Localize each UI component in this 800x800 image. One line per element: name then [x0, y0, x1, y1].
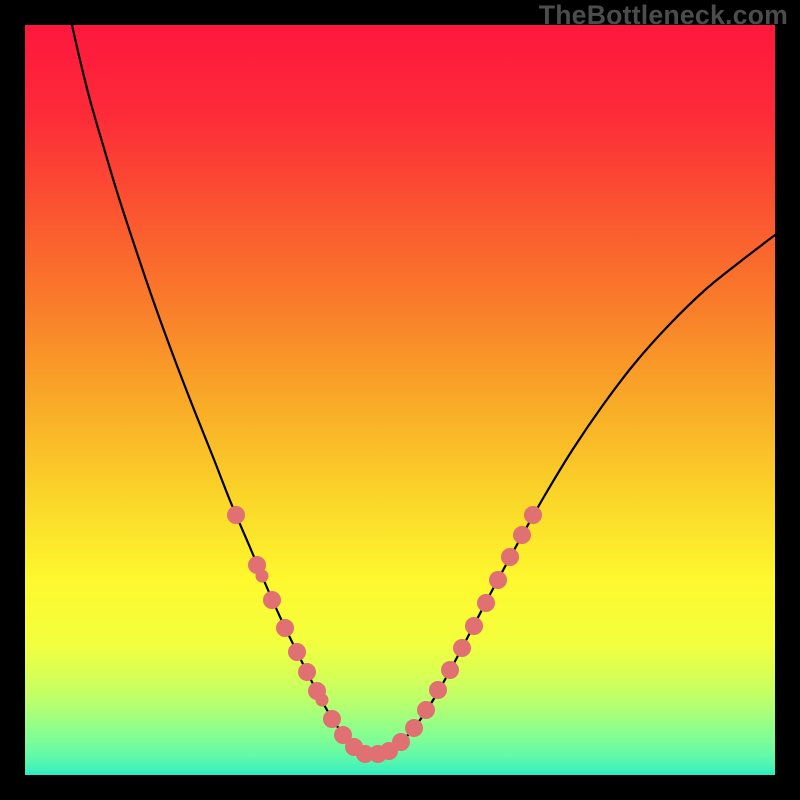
watermark-text: TheBottleneck.com: [539, 0, 788, 31]
data-marker: [454, 640, 471, 657]
data-marker: [277, 620, 294, 637]
chart-stage: TheBottleneck.com: [0, 0, 800, 800]
data-marker: [316, 694, 328, 706]
data-marker: [264, 592, 281, 609]
chart-svg: [0, 0, 800, 800]
data-marker: [406, 720, 423, 737]
data-marker: [430, 682, 447, 699]
data-marker: [228, 507, 245, 524]
plot-background: [25, 25, 775, 775]
data-marker: [490, 572, 507, 589]
data-marker: [442, 662, 459, 679]
plot-area: [25, 25, 775, 775]
data-marker: [418, 702, 435, 719]
data-marker: [478, 595, 495, 612]
data-marker: [525, 507, 542, 524]
data-marker: [256, 570, 268, 582]
data-marker: [324, 711, 341, 728]
data-marker: [514, 527, 531, 544]
data-marker: [299, 664, 316, 681]
data-marker: [466, 618, 483, 635]
data-marker: [394, 737, 406, 749]
data-marker: [502, 549, 519, 566]
data-marker: [289, 644, 306, 661]
